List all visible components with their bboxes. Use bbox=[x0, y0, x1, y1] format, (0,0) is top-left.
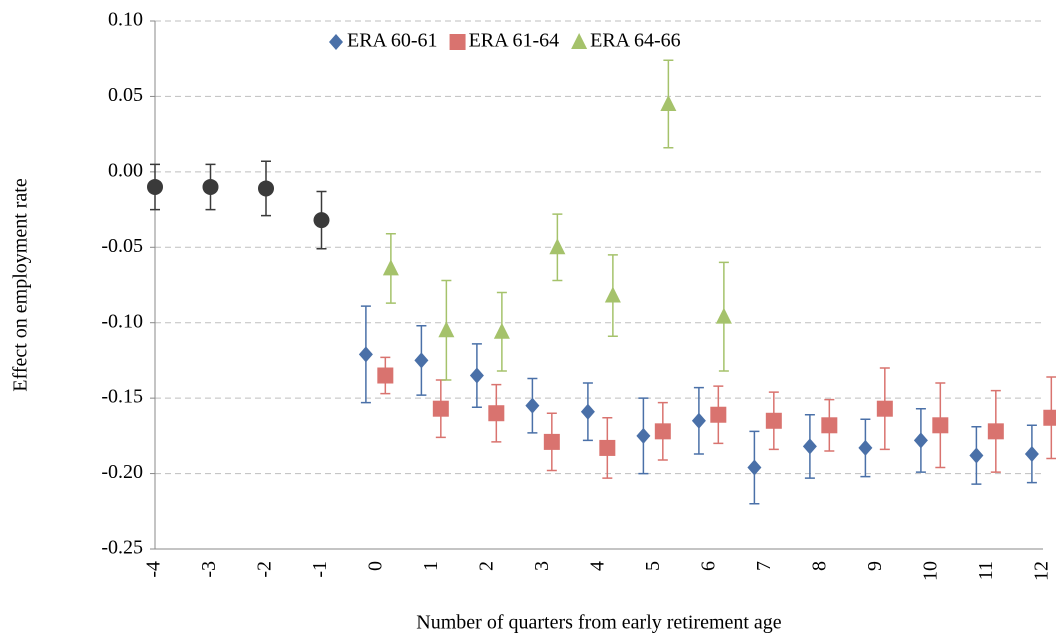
y-tick-label: -0.15 bbox=[101, 386, 143, 408]
marker bbox=[469, 367, 484, 384]
marker bbox=[493, 322, 510, 339]
x-tick-label: -2 bbox=[254, 561, 276, 578]
marker bbox=[660, 94, 677, 111]
x-tick-label: 11 bbox=[975, 561, 997, 580]
legend-marker bbox=[329, 34, 343, 50]
marker bbox=[488, 405, 505, 422]
x-tick-label: 12 bbox=[1031, 561, 1053, 581]
marker bbox=[987, 423, 1004, 440]
marker bbox=[932, 417, 949, 434]
marker bbox=[313, 212, 330, 229]
marker bbox=[715, 307, 732, 324]
marker bbox=[147, 178, 163, 195]
y-tick-label: -0.05 bbox=[101, 235, 143, 257]
legend-label: ERA 61-64 bbox=[469, 30, 560, 52]
marker bbox=[414, 352, 429, 369]
x-tick-label: 0 bbox=[365, 561, 387, 571]
y-tick-label: 0.10 bbox=[108, 9, 143, 31]
marker bbox=[691, 412, 706, 429]
x-tick-label: 10 bbox=[920, 561, 942, 581]
marker bbox=[202, 178, 219, 195]
x-tick-label: 3 bbox=[531, 561, 553, 571]
marker bbox=[438, 321, 455, 338]
marker bbox=[636, 427, 651, 444]
marker bbox=[549, 238, 566, 255]
x-tick-label: 5 bbox=[642, 561, 664, 571]
x-axis-title: Number of quarters from early retirement… bbox=[416, 612, 782, 634]
y-tick-label: 0.00 bbox=[108, 159, 143, 181]
marker bbox=[802, 438, 817, 455]
x-tick-label: 1 bbox=[420, 561, 442, 571]
marker bbox=[525, 397, 540, 414]
x-tick-label: 6 bbox=[698, 561, 720, 571]
marker bbox=[654, 423, 671, 440]
marker bbox=[258, 180, 274, 197]
y-tick-label: -0.25 bbox=[101, 537, 143, 559]
x-tick-label: -1 bbox=[309, 561, 331, 578]
y-tick-label: 0.05 bbox=[108, 84, 143, 106]
marker bbox=[382, 259, 399, 276]
marker bbox=[543, 433, 560, 450]
y-tick-label: -0.10 bbox=[101, 310, 143, 332]
marker bbox=[876, 400, 893, 417]
x-tick-label: 2 bbox=[476, 561, 498, 571]
x-tick-label: -4 bbox=[143, 561, 165, 578]
marker bbox=[604, 286, 621, 303]
y-tick-label: -0.20 bbox=[101, 461, 143, 483]
x-tick-label: 7 bbox=[753, 561, 775, 571]
legend-marker bbox=[449, 34, 466, 50]
x-tick-label: 4 bbox=[587, 561, 609, 571]
marker bbox=[747, 459, 762, 476]
marker bbox=[1024, 445, 1039, 462]
marker bbox=[580, 403, 595, 420]
x-tick-label: 8 bbox=[809, 561, 831, 571]
marker bbox=[969, 447, 984, 464]
x-tick-label: -3 bbox=[198, 561, 220, 578]
marker bbox=[377, 367, 394, 384]
marker bbox=[599, 439, 616, 456]
legend-label: ERA 60-61 bbox=[347, 30, 438, 52]
legend-label: ERA 64-66 bbox=[590, 30, 681, 52]
legend-marker bbox=[571, 33, 588, 49]
x-tick-label: 9 bbox=[864, 561, 886, 571]
marker bbox=[710, 406, 727, 423]
marker bbox=[358, 346, 373, 363]
marker bbox=[432, 400, 449, 417]
y-axis-title: Effect on employment rate bbox=[10, 178, 32, 392]
marker bbox=[858, 439, 873, 456]
marker bbox=[1043, 409, 1056, 426]
marker bbox=[821, 417, 838, 434]
marker bbox=[913, 432, 928, 449]
marker bbox=[765, 412, 782, 429]
